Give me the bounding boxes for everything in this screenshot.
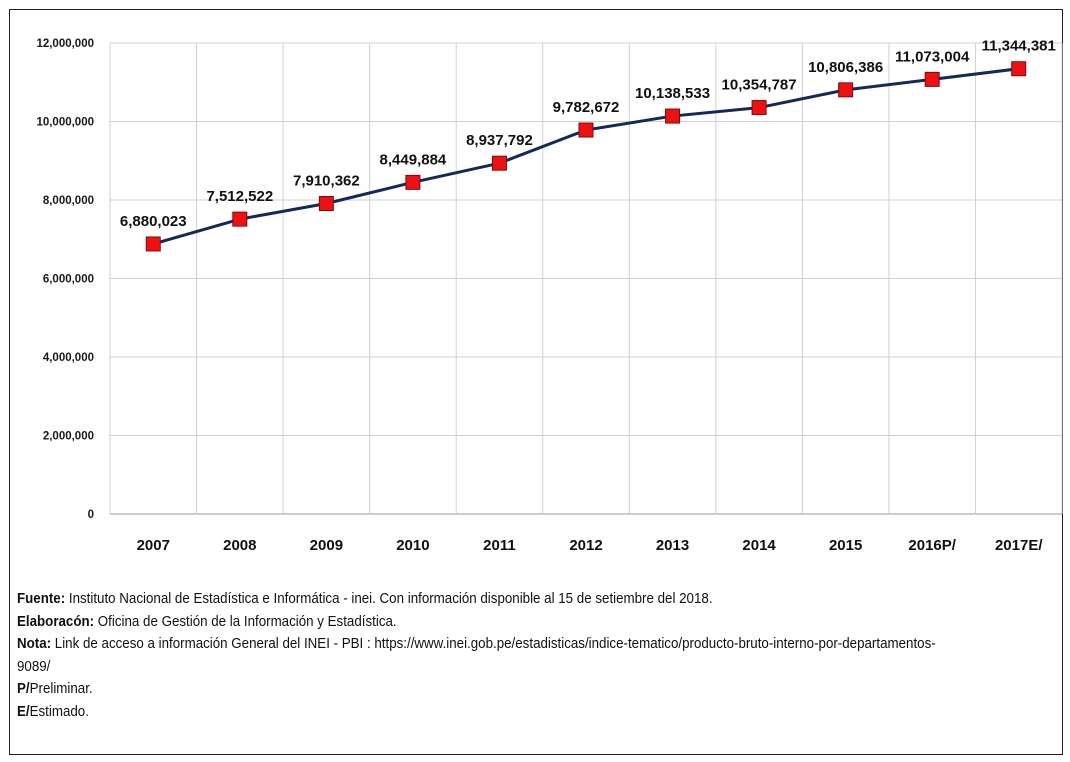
data-point-marker [665, 108, 681, 124]
source-note: Fuente: Instituto Nacional de Estadístic… [17, 588, 965, 611]
data-label: 7,910,362 [293, 173, 360, 190]
data-label: 8,449,884 [380, 151, 447, 168]
x-tick-label: 2007 [137, 537, 170, 554]
estimated-text: Estimado. [29, 703, 89, 720]
data-point-marker [751, 100, 767, 116]
x-tick-label: 2011 [483, 537, 516, 554]
note-text: Link de acceso a información General del… [17, 636, 936, 675]
line-chart: 0 2,000,000 4,000,000 6,000,000 8,000,000 10,… [36, 38, 1063, 554]
y-tick-label: 6,000,000 [43, 274, 94, 286]
data-label: 10,354,787 [722, 77, 797, 94]
x-tick-label: 2013 [656, 537, 689, 554]
data-label: 11,073,004 [895, 48, 970, 65]
y-tick-label: 4,000,000 [43, 352, 94, 364]
preliminary-text: Preliminar. [29, 681, 93, 697]
elaboration-note: Elaboracón: Oficina de Gestión de la Inf… [17, 611, 965, 634]
x-tick-label: 2010 [396, 537, 429, 554]
preliminary-note: P/Preliminar. [17, 678, 965, 701]
source-text: Instituto Nacional de Estadística e Info… [65, 591, 713, 607]
figure-notes: Fuente: Instituto Nacional de Estadístic… [17, 588, 965, 723]
x-tick-label: 2016P/ [908, 537, 956, 554]
data-point-marker [1011, 61, 1027, 77]
x-tick-label: 2009 [310, 537, 343, 554]
chart-gridlines [109, 42, 1063, 515]
data-label: 10,138,533 [635, 85, 710, 102]
x-tick-label: 2015 [829, 537, 862, 554]
series-markers [145, 61, 1027, 252]
data-point-marker [838, 82, 854, 98]
estimated-note: E/Estimado. [17, 701, 965, 724]
y-axis-tick-labels: 0 2,000,000 4,000,000 6,000,000 8,000,000 10,… [36, 38, 94, 521]
data-label: 9,782,672 [553, 99, 620, 116]
figure-frame [9, 9, 1063, 755]
y-tick-label: 10,000,000 [36, 117, 94, 129]
data-label: 10,806,386 [808, 59, 883, 76]
data-labels: 6,880,023 7,512,522 7,910,362 8,449,884 8,93… [120, 38, 1056, 230]
note-label: Nota: [17, 636, 52, 652]
x-tick-label: 2017E/ [995, 537, 1043, 554]
data-point-marker [318, 196, 334, 212]
y-tick-label: 0 [88, 509, 94, 521]
link-note: Nota: Link de acceso a información Gener… [17, 633, 965, 678]
source-label: Fuente: [17, 591, 66, 607]
x-tick-label: 2012 [569, 537, 602, 554]
data-point-marker [232, 211, 248, 227]
data-point-marker [491, 155, 507, 171]
elaboration-text: Oficina de Gestión de la Información y E… [94, 613, 397, 630]
y-tick-label: 8,000,000 [43, 195, 94, 207]
x-tick-label: 2014 [742, 537, 776, 554]
preliminary-label: P/ [17, 681, 30, 697]
elaboration-label: Elaboracón: [17, 613, 95, 630]
estimated-label: E/ [17, 703, 30, 720]
data-label: 8,937,792 [466, 132, 533, 149]
data-label: 7,512,522 [206, 188, 273, 205]
data-point-marker [145, 236, 161, 252]
x-tick-label: 2008 [223, 537, 256, 554]
data-point-marker [405, 174, 421, 190]
data-label: 11,344,381 [982, 38, 1056, 55]
x-axis-tick-labels: 2007 2008 2009 2010 2011 2012 2013 2014 2015 2016… [137, 537, 1044, 554]
data-point-marker [578, 122, 594, 138]
data-label: 6,880,023 [120, 213, 187, 230]
data-point-marker [924, 71, 940, 87]
y-tick-label: 12,000,000 [36, 38, 94, 50]
y-tick-label: 2,000,000 [43, 431, 94, 443]
